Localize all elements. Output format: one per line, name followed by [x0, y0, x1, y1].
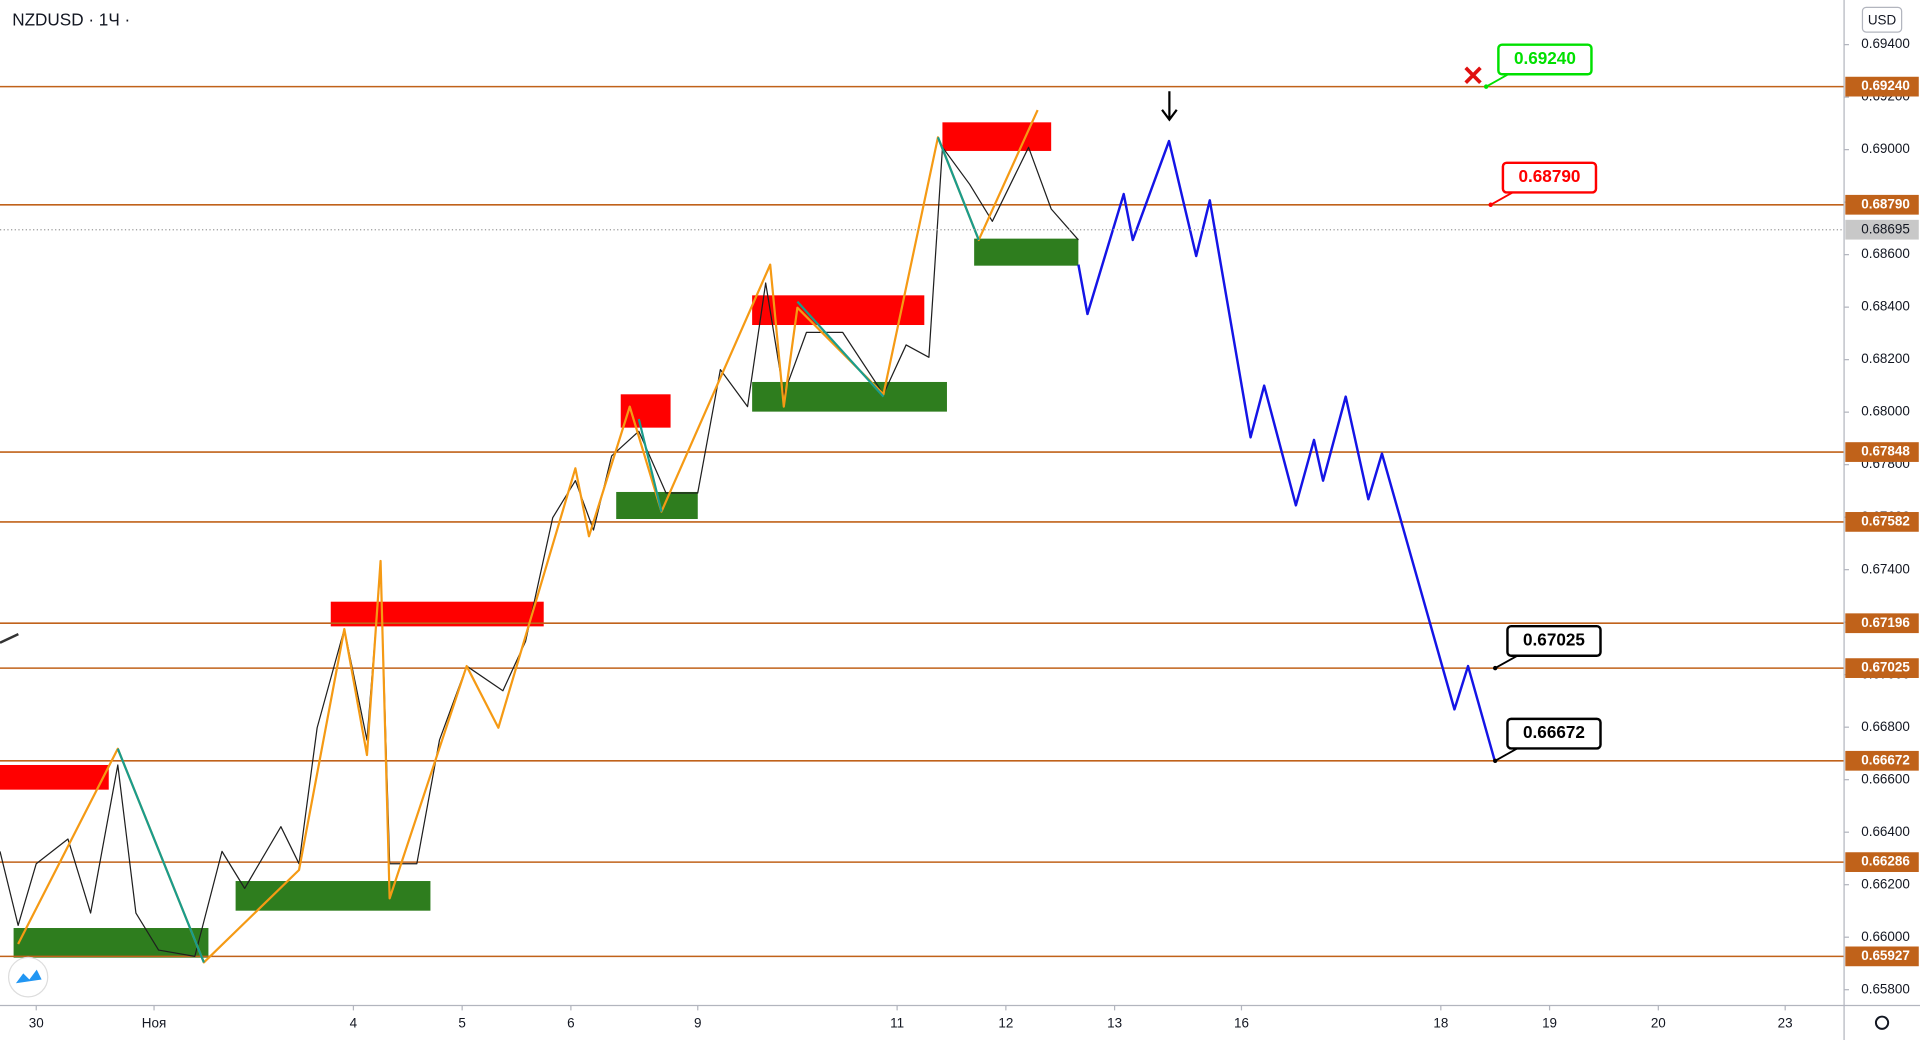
current-price-tag: [1845, 219, 1919, 240]
demand-zone: [235, 881, 431, 911]
level-tag-label: 0.66286: [1861, 854, 1910, 869]
x-tick-label: 5: [458, 1016, 466, 1031]
x-tick-label: 6: [567, 1016, 575, 1031]
y-tick-label: 0.66600: [1861, 771, 1910, 786]
symbol-title: NZDUSD · 1Ч ·: [12, 9, 130, 29]
zigzag-down: [116, 136, 980, 963]
settings-icon[interactable]: [1874, 1015, 1890, 1030]
currency-label: USD: [1868, 13, 1897, 28]
y-tick-label: 0.65800: [1861, 981, 1910, 996]
level-tag-label: 0.66672: [1861, 752, 1910, 767]
level-tag: [1845, 76, 1919, 97]
logo-mark: [15, 969, 42, 984]
level-tag-label: 0.65927: [1861, 948, 1910, 963]
y-tick-label: 0.66000: [1861, 929, 1910, 944]
y-tick-label: 0.67400: [1861, 561, 1910, 576]
y-tick-label: 0.69000: [1861, 141, 1910, 156]
callout-label: 0.69240: [1514, 48, 1576, 68]
x-tick-label: 30: [29, 1016, 44, 1031]
level-tag: [1845, 194, 1919, 215]
x-tick-label: 19: [1542, 1016, 1557, 1031]
level-tag-label: 0.68790: [1861, 196, 1910, 211]
callout-box: [1506, 624, 1602, 658]
level-tag: [1845, 512, 1919, 532]
level-tag: [1845, 852, 1919, 872]
callout-point: [1492, 665, 1498, 671]
y-tick-label: 0.68400: [1861, 299, 1910, 314]
x-tick-label: Ноя: [142, 1016, 167, 1031]
trend-stub: [0, 632, 19, 644]
y-tick-label: 0.66400: [1861, 824, 1910, 839]
supply-zone: [752, 295, 925, 326]
callout-box: [1497, 43, 1593, 76]
callout-box: [1506, 717, 1602, 750]
supply-zone: [0, 764, 109, 790]
level-tag-label: 0.69240: [1861, 78, 1910, 93]
x-tick-label: 11: [890, 1016, 904, 1031]
x-tick-label: 23: [1778, 1016, 1793, 1031]
y-tick-label: 0.68600: [1861, 246, 1910, 261]
y-tick-label: 0.68200: [1861, 351, 1910, 366]
x-tick-label: 20: [1651, 1016, 1666, 1031]
callout-point: [1483, 84, 1489, 89]
level-tag-label: 0.67196: [1861, 615, 1910, 630]
projection-line: [1077, 139, 1497, 763]
level-tag: [1845, 442, 1919, 462]
y-tick-label: 0.66200: [1861, 876, 1910, 891]
supply-zone: [942, 122, 1052, 151]
level-tag: [1845, 750, 1919, 771]
callout-label: 0.68790: [1518, 166, 1580, 186]
x-tick-label: 13: [1107, 1016, 1122, 1031]
demand-zone: [974, 238, 1079, 266]
x-tick-label: 18: [1433, 1016, 1448, 1031]
x-tick-label: 9: [694, 1016, 702, 1031]
level-tag-label: 0.67848: [1861, 444, 1910, 459]
callout-point: [1492, 758, 1498, 764]
callout-label: 0.67025: [1523, 629, 1585, 649]
y-tick-label: 0.68000: [1861, 404, 1910, 419]
down-arrow: [1161, 91, 1178, 122]
y-tick-label: 0.66800: [1861, 719, 1910, 734]
callout-point: [1488, 202, 1493, 207]
current-price-label: 0.68695: [1861, 221, 1910, 236]
x-tick-label: 4: [350, 1016, 358, 1031]
supply-zone: [330, 601, 544, 627]
callout-label: 0.66672: [1523, 722, 1585, 742]
level-tag: [1845, 946, 1919, 967]
level-tag: [1845, 658, 1919, 678]
x-tick-label: 16: [1234, 1016, 1249, 1031]
callout-box: [1501, 161, 1598, 194]
level-tag-label: 0.67582: [1861, 513, 1910, 528]
y-tick-label: 0.69400: [1861, 36, 1910, 51]
plot-layer: 0.65800 0.66000 0.66200 0.66400 0.66600 0.668…: [0, 36, 1919, 1031]
logo[interactable]: [7, 956, 49, 998]
level-tag: [1845, 613, 1919, 634]
level-tag-label: 0.67025: [1861, 660, 1910, 675]
price-line: [0, 146, 1079, 957]
x-tick-label: 12: [998, 1016, 1013, 1031]
stop-marker: [1464, 66, 1482, 84]
currency-box[interactable]: [1861, 6, 1903, 33]
